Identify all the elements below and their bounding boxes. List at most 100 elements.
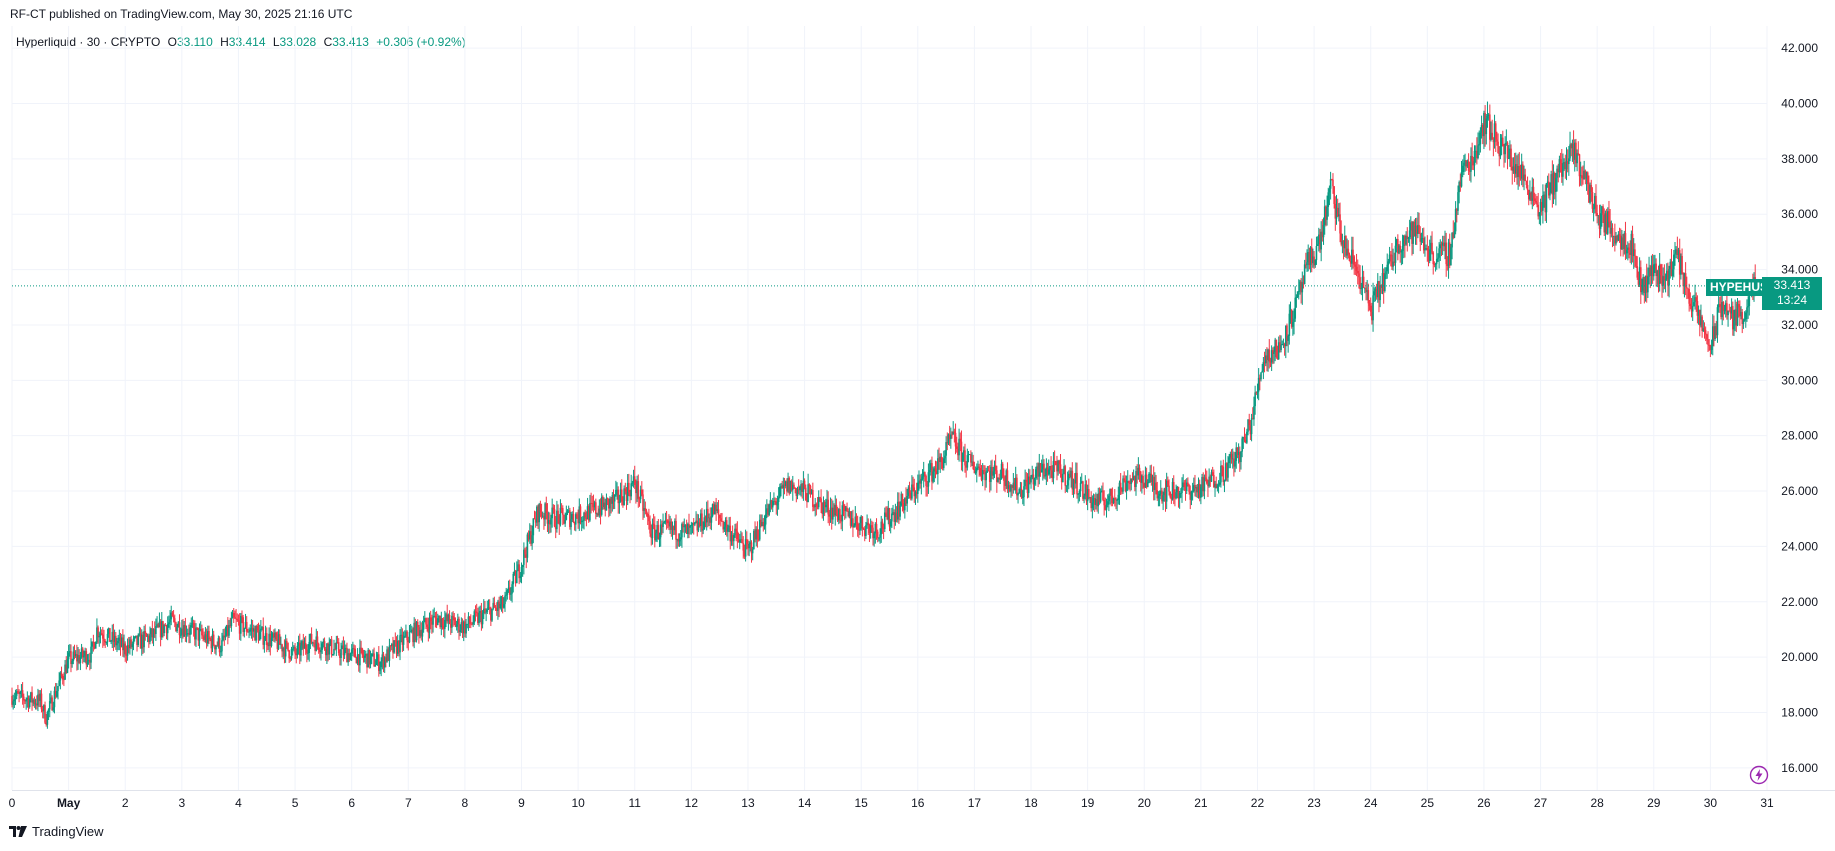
lightning-icon[interactable] xyxy=(1749,765,1769,785)
candle-body xyxy=(1714,326,1716,339)
candle-body xyxy=(1221,465,1223,467)
candle-body xyxy=(142,634,144,648)
candle-body xyxy=(1432,252,1435,265)
candle-body xyxy=(723,526,726,530)
candle-body xyxy=(1255,392,1258,394)
candle-body xyxy=(892,512,894,514)
candle-body xyxy=(729,525,732,542)
candle-body xyxy=(635,484,637,494)
candle-body xyxy=(645,510,648,515)
candle-body xyxy=(1343,236,1346,249)
candle-body xyxy=(592,503,595,508)
candle-body xyxy=(1576,153,1578,164)
candle-body xyxy=(994,465,997,471)
candle-body xyxy=(1124,480,1127,492)
candle-body xyxy=(711,504,714,517)
candle-body xyxy=(1481,124,1484,137)
candle-body xyxy=(1122,478,1124,492)
candle-body xyxy=(1333,186,1335,204)
candle-body xyxy=(472,622,474,625)
candle-body xyxy=(409,631,412,633)
candle-body xyxy=(530,531,532,544)
candle-body xyxy=(1417,224,1419,234)
candle-body xyxy=(1655,263,1657,277)
candle-body xyxy=(1184,486,1187,491)
candle-body xyxy=(996,470,998,482)
candle-body xyxy=(1103,499,1105,506)
candle-body xyxy=(777,497,780,502)
candle-body xyxy=(256,626,259,630)
candle-body xyxy=(250,627,253,630)
candle-body xyxy=(697,522,700,531)
candle-body xyxy=(208,631,210,639)
candle-body xyxy=(126,645,129,656)
candle-body xyxy=(144,630,147,634)
candle-body xyxy=(1438,248,1440,258)
candle-body xyxy=(1485,118,1488,135)
candle-body xyxy=(1564,162,1567,170)
candle-body xyxy=(14,695,17,700)
candle-body xyxy=(1565,161,1568,170)
candle-body xyxy=(683,526,686,528)
candle-body xyxy=(1384,274,1386,292)
candle-body xyxy=(1132,475,1135,480)
candle-body xyxy=(572,514,575,522)
candle-body xyxy=(12,701,14,705)
candle-body xyxy=(1145,474,1148,487)
candle-body xyxy=(769,500,772,505)
candle-body xyxy=(784,481,787,487)
candle-body xyxy=(1039,463,1042,473)
candle-body xyxy=(63,679,65,681)
candle-body xyxy=(517,564,519,571)
candle-body xyxy=(631,482,634,484)
candle-body xyxy=(1629,252,1631,255)
candle-body xyxy=(471,623,473,625)
candle-body xyxy=(808,484,811,486)
candle-body xyxy=(1070,470,1072,477)
candle-body xyxy=(1286,325,1288,341)
candle-body xyxy=(735,528,737,532)
candle-body xyxy=(757,539,760,540)
candle-body xyxy=(311,642,314,644)
candle-body xyxy=(1276,357,1279,360)
candle-body xyxy=(1552,173,1555,195)
candle-body xyxy=(1499,146,1502,157)
candle-body xyxy=(880,521,883,535)
candle-body xyxy=(117,640,119,644)
time-axis[interactable]: 0 May 2 3 4 5 6 7 8 9 10 11 12 13 14 15 16 17 18 19 20 21 22 23… xyxy=(9,790,1835,811)
legend-close: 33.413 xyxy=(332,35,369,49)
candle-body xyxy=(1465,160,1468,167)
candle-body xyxy=(249,629,252,632)
price-axis[interactable]: 16.00018.00020.00022.00024.00026.00028.0… xyxy=(1781,41,1818,775)
candle-body xyxy=(1148,473,1150,483)
candle-body xyxy=(1371,311,1373,321)
tradingview-brand[interactable]: TradingView xyxy=(9,824,104,839)
candle-body xyxy=(1596,213,1598,216)
candle-body xyxy=(1269,361,1272,363)
candle-body xyxy=(32,699,35,703)
candle-body xyxy=(148,635,150,643)
candle-body xyxy=(1640,267,1642,293)
candle-body xyxy=(1435,258,1438,264)
candle-body xyxy=(992,471,995,476)
candle-body xyxy=(339,653,341,658)
candle-body xyxy=(507,587,510,591)
candle-body xyxy=(386,649,388,662)
candle-body xyxy=(72,651,75,661)
candle-body xyxy=(1424,248,1426,251)
candle-body xyxy=(1334,203,1337,219)
candle-body xyxy=(1457,192,1459,211)
y-tick-label: 22.000 xyxy=(1781,595,1818,609)
candle-body xyxy=(782,484,785,489)
candle-body xyxy=(1635,256,1637,267)
candle-body xyxy=(307,653,309,654)
candle-body xyxy=(335,642,338,650)
candle-body xyxy=(1494,123,1497,140)
candle-body xyxy=(1573,142,1576,160)
candle-body xyxy=(408,632,411,643)
candle-body xyxy=(176,627,178,632)
candle-body xyxy=(383,657,386,668)
candle-body xyxy=(791,484,794,491)
candle-body xyxy=(1511,167,1514,171)
